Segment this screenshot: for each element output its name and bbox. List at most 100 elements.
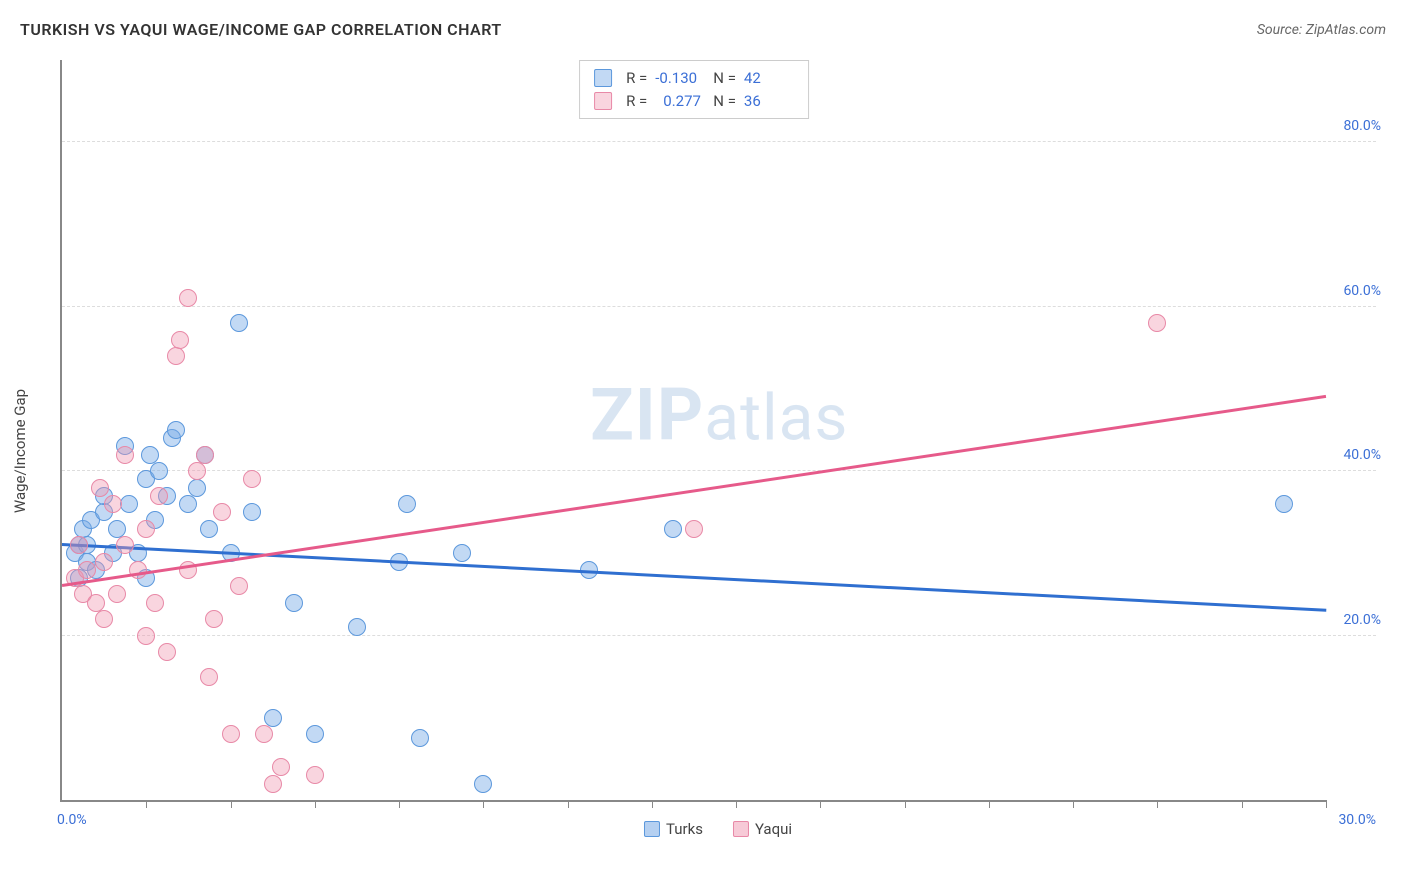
data-point (205, 610, 223, 628)
watermark-zip: ZIP (590, 373, 704, 458)
chart-title: TURKISH VS YAQUI WAGE/INCOME GAP CORRELA… (20, 20, 502, 39)
swatch-icon (644, 821, 660, 837)
data-point (264, 709, 282, 727)
data-point (108, 520, 126, 538)
data-point (171, 331, 189, 349)
data-point (167, 421, 185, 439)
x-tick (315, 800, 316, 808)
data-point (255, 725, 273, 743)
data-point (188, 479, 206, 497)
x-tick (989, 800, 990, 808)
legend-label: Yaqui (755, 820, 792, 838)
data-point (213, 503, 231, 521)
data-point (222, 725, 240, 743)
data-point (95, 553, 113, 571)
data-point (141, 446, 159, 464)
y-tick-label: 60.0% (1343, 283, 1381, 299)
data-point (146, 594, 164, 612)
data-point (196, 446, 214, 464)
x-tick (652, 800, 653, 808)
data-point (104, 495, 122, 513)
data-point (116, 536, 134, 554)
plot-region: ZIPatlas R = -0.130 N = 42 R = 0.277 N =… (60, 60, 1326, 802)
data-point (230, 577, 248, 595)
legend-label: Turks (666, 820, 703, 838)
x-tick (736, 800, 737, 808)
chart-area: Wage/Income Gap ZIPatlas R = -0.130 N = … (50, 50, 1386, 852)
x-axis-max-label: 30.0% (1338, 812, 1376, 828)
data-point (348, 618, 366, 636)
gridline (62, 306, 1376, 307)
legend-row-turks: R = -0.130 N = 42 (594, 67, 794, 90)
r-prefix: R = (626, 67, 647, 90)
data-point (200, 520, 218, 538)
r-prefix: R = (626, 90, 647, 113)
chart-header: TURKISH VS YAQUI WAGE/INCOME GAP CORRELA… (20, 20, 1386, 39)
data-point (188, 462, 206, 480)
x-tick (483, 800, 484, 808)
gridline (62, 141, 1376, 142)
x-tick (820, 800, 821, 808)
data-point (285, 594, 303, 612)
swatch-yaqui-icon (594, 92, 612, 110)
data-point (306, 725, 324, 743)
legend-row-yaqui: R = 0.277 N = 36 (594, 90, 794, 113)
y-tick-label: 80.0% (1343, 118, 1381, 134)
data-point (411, 729, 429, 747)
data-point (150, 487, 168, 505)
data-point (243, 470, 261, 488)
data-point (264, 775, 282, 793)
data-point (167, 347, 185, 365)
data-point (70, 536, 88, 554)
data-point (116, 446, 134, 464)
x-tick (1157, 800, 1158, 808)
x-axis-min-label: 0.0% (57, 812, 87, 828)
data-point (95, 610, 113, 628)
data-point (137, 627, 155, 645)
data-point (398, 495, 416, 513)
x-tick (231, 800, 232, 808)
watermark: ZIPatlas (590, 373, 848, 458)
data-point (179, 495, 197, 513)
data-point (230, 314, 248, 332)
x-tick (568, 800, 569, 808)
data-point (179, 289, 197, 307)
watermark-atlas: atlas (704, 381, 848, 456)
data-point (87, 594, 105, 612)
x-tick (399, 800, 400, 808)
legend-item: Turks (644, 820, 703, 838)
r-value-yaqui: 0.277 (655, 90, 705, 113)
swatch-turks-icon (594, 69, 612, 87)
x-tick (146, 800, 147, 808)
r-value-turks: -0.130 (655, 67, 705, 90)
n-prefix: N = (713, 67, 736, 90)
n-value-turks: 42 (744, 67, 794, 90)
data-point (158, 643, 176, 661)
trend-line (62, 543, 1326, 611)
y-tick-label: 40.0% (1343, 447, 1381, 463)
data-point (200, 668, 218, 686)
x-tick (1073, 800, 1074, 808)
data-point (685, 520, 703, 538)
data-point (120, 495, 138, 513)
data-point (137, 520, 155, 538)
correlation-legend: R = -0.130 N = 42 R = 0.277 N = 36 (579, 60, 809, 119)
gridline (62, 470, 1376, 471)
data-point (272, 758, 290, 776)
y-tick-label: 20.0% (1343, 612, 1381, 628)
series-legend: Turks Yaqui (644, 820, 792, 838)
swatch-icon (733, 821, 749, 837)
x-tick (1242, 800, 1243, 808)
x-tick (905, 800, 906, 808)
gridline (62, 635, 1376, 636)
data-point (664, 520, 682, 538)
y-axis-label: Wage/Income Gap (11, 389, 29, 513)
data-point (474, 775, 492, 793)
data-point (150, 462, 168, 480)
data-point (453, 544, 471, 562)
data-point (243, 503, 261, 521)
data-point (91, 479, 109, 497)
data-point (1148, 314, 1166, 332)
legend-item: Yaqui (733, 820, 792, 838)
n-value-yaqui: 36 (744, 90, 794, 113)
